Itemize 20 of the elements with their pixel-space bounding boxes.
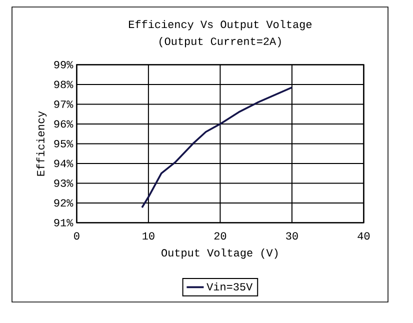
x-axis-title: Output Voltage (V) — [162, 248, 278, 259]
y-tick-label: 95% — [54, 140, 74, 148]
x-tick-label: 20 — [214, 232, 226, 240]
x-tick-label: 40 — [358, 232, 370, 240]
x-tick-label: 0 — [74, 232, 80, 240]
y-tick-label: 91% — [54, 218, 74, 226]
y-tick-label: 97% — [54, 100, 74, 108]
y-tick-label: 93% — [54, 179, 74, 187]
y-axis-title: Efficiency — [36, 111, 47, 176]
chart-title: Efficiency Vs Output Voltage — [128, 20, 312, 30]
x-tick-label: 30 — [286, 232, 298, 240]
line-series — [141, 86, 293, 208]
y-tick-label: 94% — [54, 160, 74, 168]
legend-label: Vin=35V — [206, 282, 253, 291]
x-tick-label: 10 — [142, 232, 154, 240]
y-tick-label: 99% — [54, 60, 74, 68]
chart-subtitle: (Output Current=2A) — [160, 37, 281, 48]
y-tick-label: 96% — [54, 120, 74, 128]
y-tick-label: 98% — [54, 80, 74, 88]
y-tick-label: 92% — [54, 199, 74, 207]
